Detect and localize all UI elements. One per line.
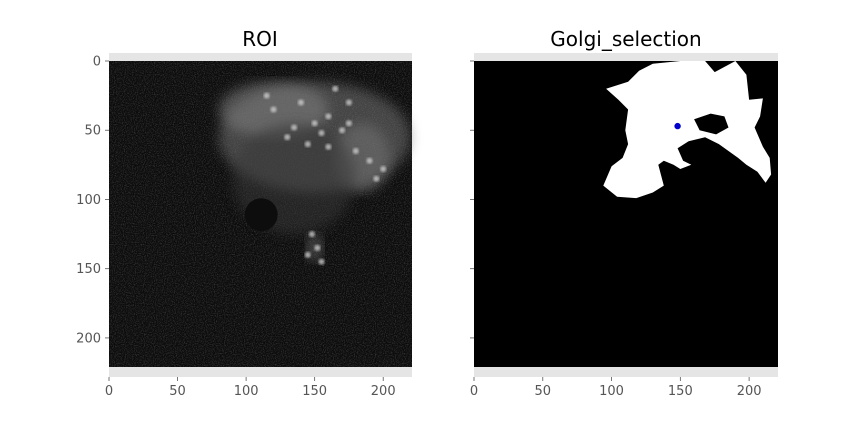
bright-spot (314, 244, 321, 251)
selection-hole (694, 113, 729, 135)
x-tick-label: 0 (105, 384, 113, 399)
roi-image (109, 61, 412, 367)
bright-spot (373, 175, 380, 182)
y-tick-label: 200 (76, 331, 101, 346)
x-tick-label: 100 (234, 384, 259, 399)
bright-spot (297, 99, 304, 106)
mask-speck (779, 84, 783, 88)
x-tick-label: 100 (599, 384, 624, 399)
bright-spot (345, 120, 352, 127)
axis-ticks: 0 50 100 150 200 (470, 60, 762, 399)
x-tick-label: 50 (535, 384, 552, 399)
chart-title: Golgi_selection (550, 27, 701, 51)
bright-spot (332, 85, 339, 92)
bright-spot (284, 134, 291, 141)
bright-spot (291, 124, 298, 131)
x-tick-label: 200 (737, 384, 762, 399)
x-tick-label: 50 (169, 384, 186, 399)
x-tick-label: 150 (302, 384, 327, 399)
bright-spot (318, 130, 325, 136)
axes-roi: ROI 0 50 100 150 200 0 50 100 150 200 (76, 27, 412, 399)
bright-spot (318, 258, 325, 265)
x-tick-label: 0 (470, 384, 478, 399)
bright-spot (352, 148, 359, 154)
y-tick-label: 100 (76, 193, 101, 208)
bright-spot (308, 231, 315, 238)
x-tick-label: 150 (668, 384, 693, 399)
mask-speck (628, 88, 632, 92)
bright-spot (325, 113, 332, 120)
dark-spot (244, 198, 278, 232)
golgi-selection-region (603, 61, 772, 199)
center-marker (674, 122, 681, 130)
x-tick-label: 200 (371, 384, 396, 399)
bright-spot (380, 166, 387, 172)
bright-spot (325, 143, 332, 150)
bright-spot (270, 106, 277, 113)
y-tick-label: 150 (76, 262, 101, 277)
y-tick-label: 50 (84, 124, 101, 139)
bright-spot (311, 120, 318, 127)
axis-ticks: 0 50 100 150 200 0 50 100 150 200 (76, 55, 395, 400)
bright-spot (339, 127, 346, 134)
y-tick-label: 0 (93, 55, 101, 70)
axes-golgi-selection: Golgi_selection 0 50 100 150 200 (470, 27, 783, 399)
chart-title: ROI (242, 27, 278, 51)
bright-spot (263, 92, 270, 99)
bright-spot (345, 99, 352, 106)
selection-image (474, 61, 783, 367)
bright-spot (366, 157, 373, 164)
mask-speck (632, 98, 636, 102)
bright-spot (304, 251, 311, 258)
bright-spot (304, 141, 311, 148)
